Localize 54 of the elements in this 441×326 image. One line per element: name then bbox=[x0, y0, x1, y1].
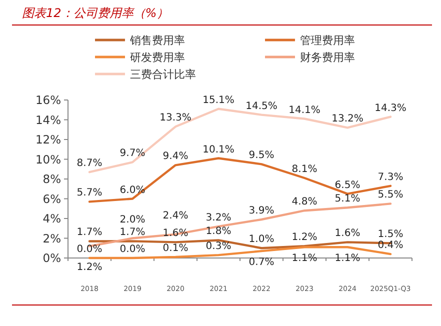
data-label: 2.4% bbox=[162, 210, 188, 222]
data-label: 8.1% bbox=[292, 164, 318, 176]
data-label: 9.4% bbox=[162, 151, 188, 162]
data-label: 1.6% bbox=[162, 228, 188, 240]
legend-label: 三费合计比率 bbox=[130, 68, 196, 81]
data-label: 2.0% bbox=[120, 214, 146, 226]
data-label: 5.5% bbox=[378, 190, 404, 201]
data-label: 3.9% bbox=[248, 205, 274, 216]
y-tick-label: 2% bbox=[42, 231, 62, 246]
data-label: 5.7% bbox=[76, 188, 102, 199]
data-label: 13.3% bbox=[160, 112, 192, 124]
data-label: 10.1% bbox=[202, 144, 234, 156]
data-label: 1.5% bbox=[378, 229, 404, 240]
y-tick-label: 4% bbox=[42, 212, 62, 226]
data-label: 9.5% bbox=[248, 150, 274, 162]
legend-label: 研发费用率 bbox=[130, 51, 185, 64]
data-label: 0.4% bbox=[378, 240, 404, 252]
data-label: 5.1% bbox=[334, 194, 360, 205]
legend-label: 财务费用率 bbox=[300, 51, 355, 64]
data-label: 14.3% bbox=[374, 102, 406, 114]
data-label: 1.7% bbox=[120, 227, 146, 238]
data-label: 1.1% bbox=[292, 253, 318, 264]
data-label: 9.7% bbox=[120, 148, 146, 160]
data-label: 4.8% bbox=[292, 196, 318, 208]
data-label: 1.8% bbox=[206, 226, 232, 238]
data-label: 0.3% bbox=[206, 241, 232, 252]
data-label: 1.0% bbox=[248, 234, 274, 246]
data-label: 1.1% bbox=[334, 253, 360, 264]
data-label: 0.7% bbox=[248, 257, 274, 268]
y-tick-label: 8% bbox=[42, 172, 62, 186]
legend-label: 管理费用率 bbox=[300, 34, 355, 47]
legend-label: 销售费用率 bbox=[129, 34, 185, 47]
data-label: 13.2% bbox=[332, 114, 364, 125]
data-label: 1.7% bbox=[76, 227, 102, 238]
data-label: 0.0% bbox=[120, 244, 146, 255]
data-label: 8.7% bbox=[76, 158, 102, 170]
data-label: 1.6% bbox=[334, 228, 360, 240]
data-label: 14.1% bbox=[288, 104, 320, 116]
data-label: 14.5% bbox=[246, 100, 278, 112]
data-label: 1.2% bbox=[76, 262, 102, 274]
data-label: 3.2% bbox=[206, 212, 232, 224]
data-label: 15.1% bbox=[202, 94, 234, 106]
y-tick-label: 12% bbox=[35, 132, 62, 146]
y-tick-label: 16% bbox=[35, 93, 62, 107]
y-tick-label: 6% bbox=[42, 192, 62, 206]
data-label: 0.0% bbox=[76, 244, 102, 255]
chart-title: 图表12：公司费用率（%） bbox=[22, 6, 169, 20]
data-label: 1.2% bbox=[292, 232, 318, 244]
data-label: 0.1% bbox=[162, 243, 188, 254]
data-label: 6.5% bbox=[334, 180, 360, 191]
y-tick-label: 0% bbox=[42, 251, 62, 265]
y-tick-label: 10% bbox=[35, 152, 62, 166]
y-tick-label: 14% bbox=[35, 112, 62, 127]
data-label: 7.3% bbox=[378, 172, 404, 183]
